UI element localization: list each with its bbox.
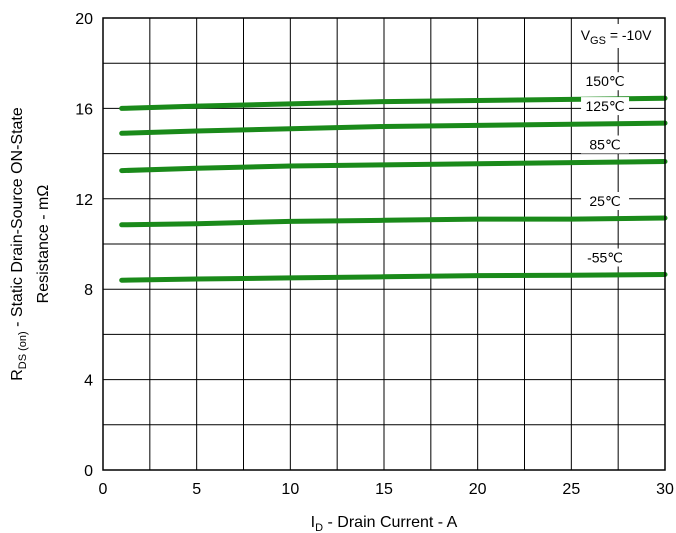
x-tick-label: 30	[656, 481, 674, 498]
series-line	[119, 272, 668, 283]
series-line	[119, 120, 668, 136]
grid	[102, 17, 666, 471]
series-line	[119, 95, 668, 111]
x-axis-label-sub: D	[315, 522, 323, 533]
series-label: 125℃	[586, 98, 625, 114]
series-line	[119, 215, 668, 228]
series-lines	[119, 95, 668, 283]
x-axis-label: ID - Drain Current - A	[311, 514, 458, 533]
y-axis-label-line1: RDS (on) - Static Drain-Source ON-State	[9, 107, 29, 381]
y-tick-label: 4	[84, 373, 93, 390]
series-label-bg	[581, 97, 630, 116]
condition-text: VGS = -10V	[581, 27, 652, 47]
series-label: 150℃	[586, 73, 625, 89]
x-axis-label-rest: - Drain Current - A	[323, 514, 458, 531]
y-tick-label: 20	[75, 11, 93, 28]
y-tick-label: 0	[84, 463, 93, 480]
y-tick-label: 12	[75, 192, 93, 209]
x-tick-label: 0	[99, 481, 108, 498]
condition-label: VGS = -10V	[575, 24, 663, 48]
x-tick-label: 10	[281, 481, 299, 498]
series-label: 25℃	[589, 193, 620, 209]
plot-frame	[102, 17, 666, 471]
x-tick-label: 5	[192, 481, 201, 498]
y-axis-label-line2: Resistance - mΩ	[35, 185, 52, 304]
condition-rest: = -10V	[606, 27, 652, 43]
series-line	[119, 159, 668, 174]
x-axis-label-main: I	[311, 514, 315, 531]
condition-sub: GS	[590, 35, 606, 47]
series-label-bg	[581, 72, 630, 91]
y-tick-labels: 0 4 8 12 16 20	[75, 11, 93, 480]
y-axis-label-rest: - Static Drain-Source ON-State	[9, 107, 26, 331]
x-tick-labels: 0 5 10 15 20 25 30	[99, 481, 674, 498]
series-label-bg	[581, 248, 630, 267]
series-label-bg	[581, 135, 630, 154]
x-tick-label: 15	[375, 481, 393, 498]
series-labels: 150℃ 125℃ 85℃ 25℃ -55℃	[581, 72, 630, 267]
y-axis-label-sub: DS (on)	[17, 331, 29, 369]
y-tick-label: 8	[84, 282, 93, 299]
series-label-bg	[581, 192, 630, 211]
x-tick-label: 25	[562, 481, 580, 498]
series-label: -55℃	[587, 250, 623, 266]
condition-main: V	[581, 27, 591, 43]
series-label: 85℃	[589, 137, 620, 153]
y-tick-label: 16	[75, 101, 93, 118]
y-axis-label-main: R	[9, 369, 26, 381]
x-tick-label: 20	[469, 481, 487, 498]
